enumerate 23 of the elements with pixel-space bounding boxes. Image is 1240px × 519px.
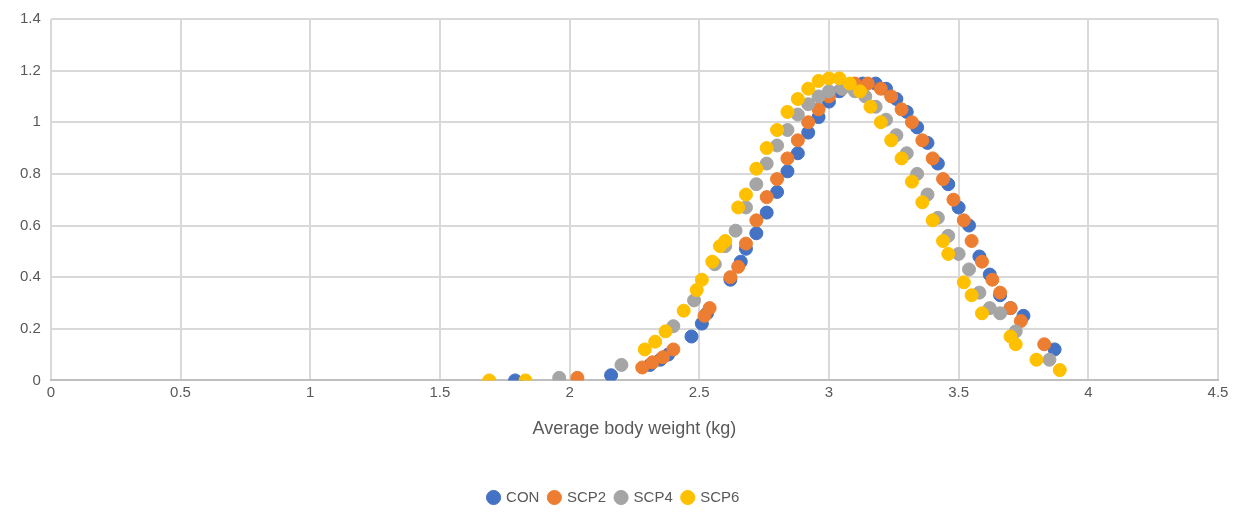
x-tick-label: 4 <box>1084 382 1093 400</box>
x-tick-label: 0 <box>46 382 56 400</box>
legend-label: CON <box>506 487 540 505</box>
x-tick-label: 3 <box>824 382 834 400</box>
y-tick-label: 1 <box>32 112 41 130</box>
legend-label: SCP6 <box>700 487 740 505</box>
x-axis-title: Average body weight (kg) <box>532 418 737 439</box>
y-tick-label: 0.4 <box>19 267 41 285</box>
y-tick-label: 0.6 <box>19 215 41 233</box>
y-tick-label: 0.2 <box>19 318 41 336</box>
legend-label: SCP4 <box>633 487 673 505</box>
y-tick-label: 1.2 <box>19 60 41 78</box>
y-tick-label: 0 <box>32 370 41 388</box>
y-tick-label: 0.8 <box>19 164 41 182</box>
legend-label: SCP2 <box>566 487 607 505</box>
x-tick-label: 4.5 <box>1207 382 1229 400</box>
x-tick-label: 1.5 <box>429 382 451 400</box>
x-tick-label: 2 <box>565 382 574 400</box>
x-tick-label: 2.5 <box>688 382 710 400</box>
x-tick-label: 3.5 <box>948 382 970 400</box>
x-tick-label: 1 <box>306 382 315 400</box>
x-tick-label: 0.5 <box>170 382 191 400</box>
y-tick-label: 1.4 <box>19 9 41 27</box>
